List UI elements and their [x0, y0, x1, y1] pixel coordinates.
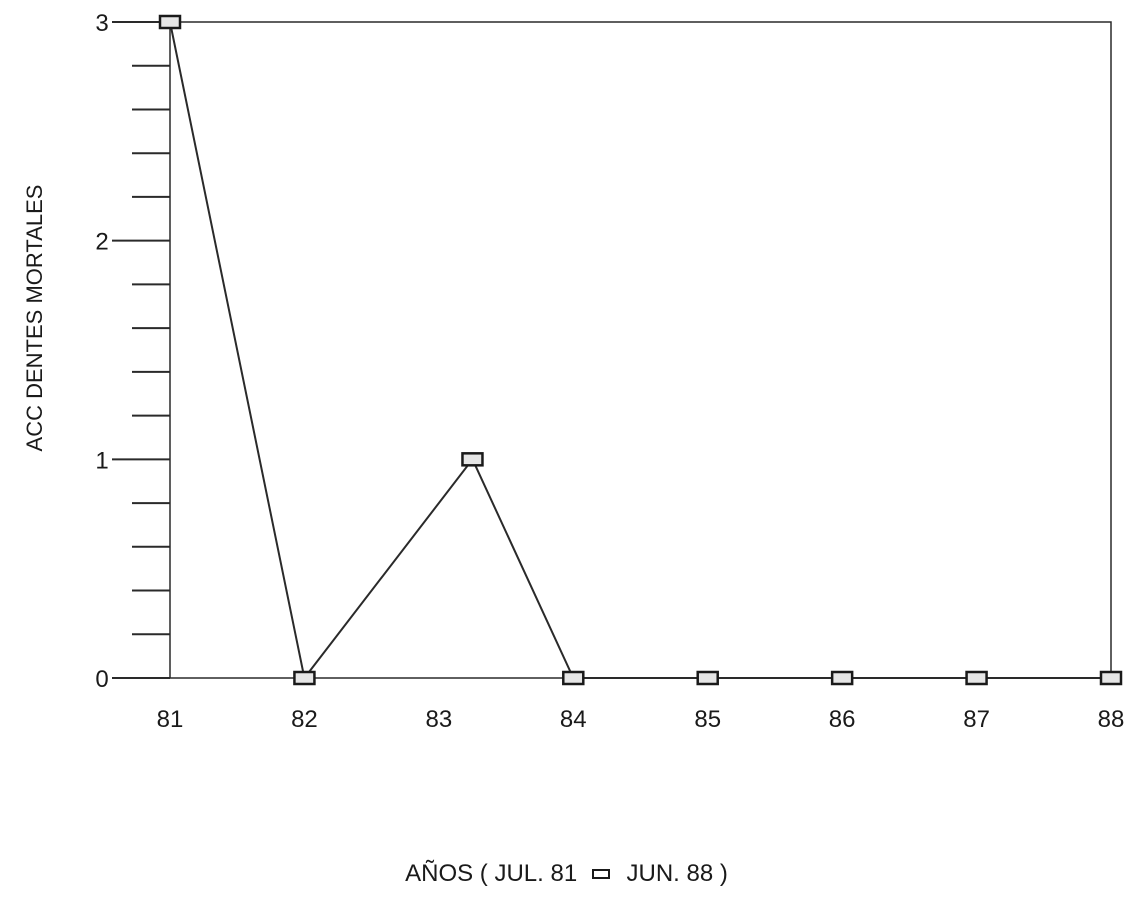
data-point-marker	[158, 14, 182, 30]
x-tick-label: 81	[157, 706, 184, 733]
y-tick-label: 1	[95, 447, 108, 474]
data-point-marker	[965, 670, 988, 686]
x-tick-label: 84	[560, 706, 587, 733]
y-tick-label: 0	[95, 666, 108, 693]
data-point-marker	[461, 452, 484, 467]
x-axis-title-suffix: JUN. 88 )	[626, 859, 728, 887]
data-point-marker	[830, 670, 854, 686]
y-axis-title: ACC DENTES MORTALES	[22, 185, 47, 452]
x-axis-title: AÑOS ( JUL. 81 JUN. 88 )	[0, 858, 1133, 889]
y-minor-ticks	[132, 64, 170, 636]
x-tick-label: 82	[291, 706, 318, 733]
y-tick-label: 3	[95, 10, 108, 37]
data-point-marker	[696, 670, 719, 686]
data-point-marker	[1099, 670, 1123, 686]
y-tick-labels: 0 1 2 3	[95, 10, 108, 693]
data-point-marker	[562, 670, 585, 686]
square-symbol-icon	[591, 868, 610, 879]
x-tick-label: 86	[829, 706, 856, 733]
x-tick-label: 85	[694, 706, 721, 733]
x-tick-label: 87	[963, 706, 990, 733]
plot-frame	[169, 21, 1112, 679]
x-tick-labels: 81 82 83 84 85 86 87 88	[157, 706, 1125, 733]
y-major-ticks	[112, 21, 170, 679]
x-tick-label: 83	[426, 706, 453, 733]
x-axis-title-prefix: AÑOS ( JUL. 81	[405, 859, 578, 887]
series-lines	[169, 21, 1111, 681]
x-tick-label: 88	[1098, 706, 1125, 733]
series-line	[169, 21, 1111, 681]
data-point-marker	[293, 670, 316, 686]
y-tick-label: 2	[95, 229, 108, 256]
series-markers	[158, 14, 1123, 686]
